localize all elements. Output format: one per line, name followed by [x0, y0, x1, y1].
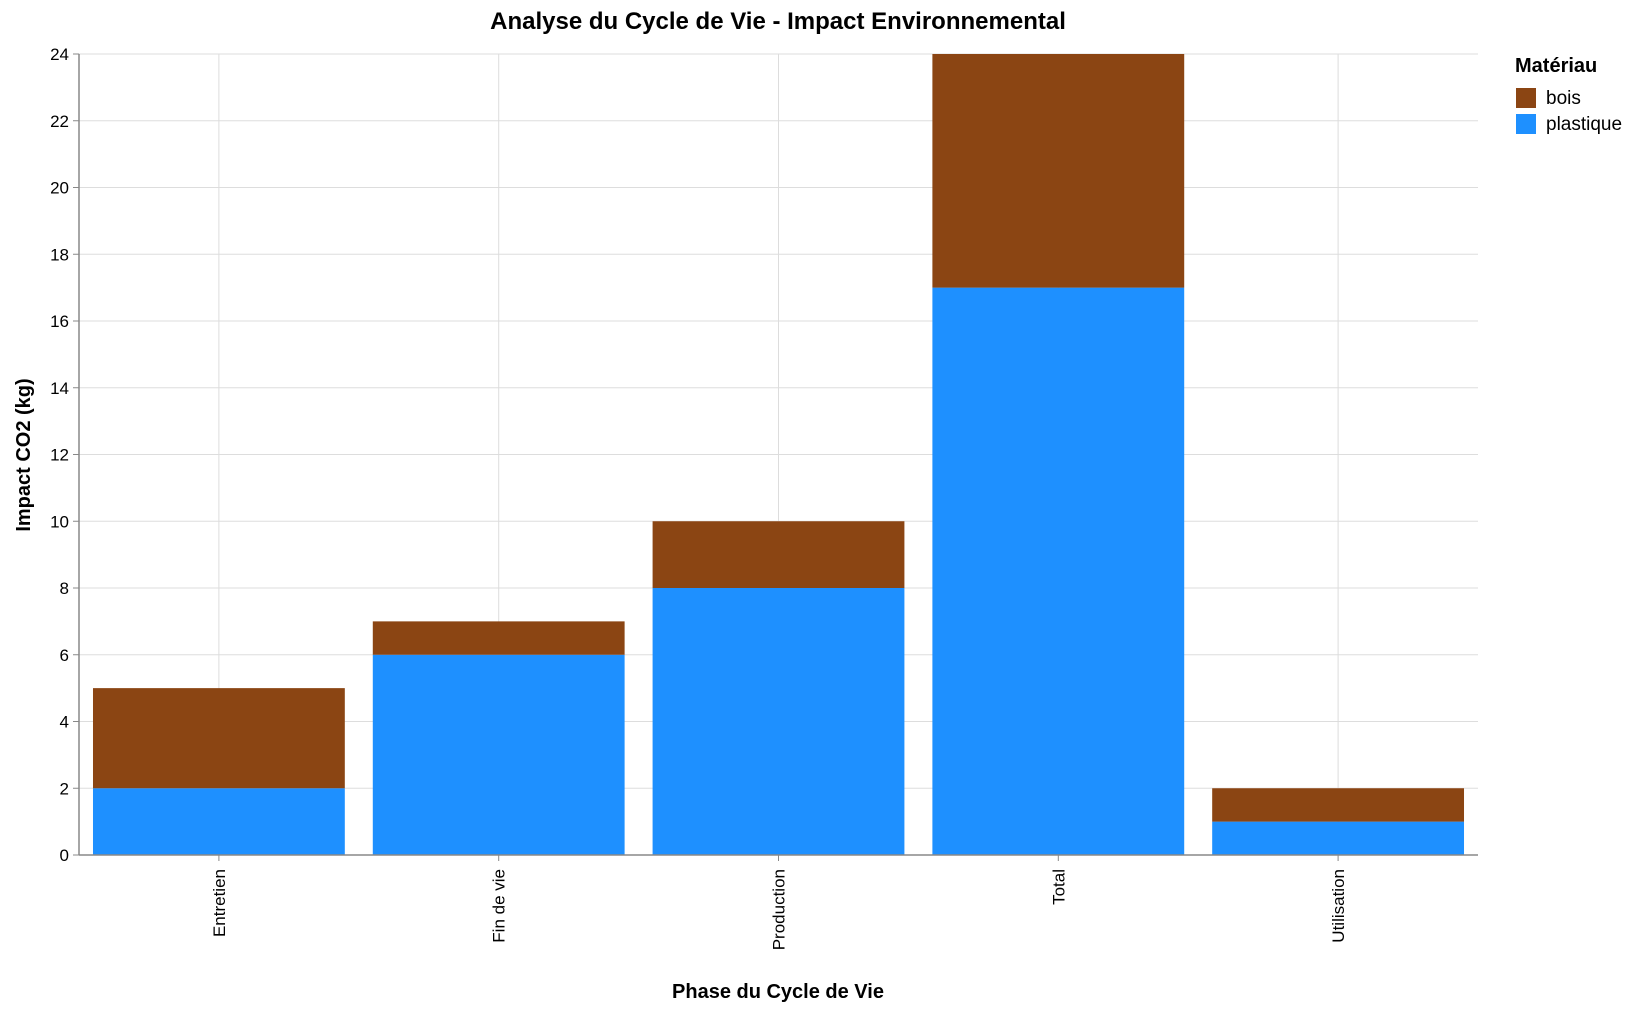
y-tick-label: 0: [60, 846, 69, 865]
legend-label-plastique: plastique: [1546, 114, 1622, 135]
chart-title: Analyse du Cycle de Vie - Impact Environ…: [490, 8, 1066, 35]
x-tick-label: Fin de vie: [490, 869, 509, 943]
legend: Matériau bois plastique: [1515, 55, 1622, 135]
x-axis-title: Phase du Cycle de Vie: [672, 981, 884, 1003]
y-tick-label: 4: [60, 713, 69, 732]
y-tick-label: 22: [50, 112, 69, 131]
bar-bois-utilisation: [1212, 788, 1465, 822]
bar-bois-entretien: [92, 688, 345, 789]
y-tick-label: 14: [50, 379, 69, 398]
legend-title: Matériau: [1515, 55, 1597, 77]
y-tick-label: 2: [60, 779, 69, 798]
y-tick-label: 10: [50, 512, 69, 531]
bar-plastique-production: [652, 588, 905, 855]
bar-plastique-utilisation: [1212, 821, 1465, 855]
bar-plastique-fin-de-vie: [372, 654, 625, 855]
x-tick-label: Total: [1049, 869, 1068, 905]
y-tick-label: 24: [50, 45, 69, 64]
x-tick-label: Utilisation: [1329, 869, 1348, 943]
y-tick-label: 18: [50, 245, 69, 264]
bar-plastique-entretien: [92, 788, 345, 855]
legend-swatch-plastique: [1516, 114, 1536, 134]
y-tick-label: 16: [50, 312, 69, 331]
x-tick-label: Entretien: [210, 869, 229, 937]
y-axis-title: Impact CO2 (kg): [13, 378, 35, 531]
bar-bois-production: [652, 521, 905, 588]
legend-label-bois: bois: [1546, 88, 1581, 109]
bar-bois-fin-de-vie: [372, 621, 625, 655]
legend-swatch-bois: [1516, 88, 1536, 108]
y-tick-label: 12: [50, 446, 69, 465]
x-tick-label: Production: [770, 869, 789, 950]
y-tick-label: 6: [60, 646, 69, 665]
bar-bois-total: [932, 54, 1185, 288]
bars: [92, 54, 1465, 855]
y-tick-label: 20: [50, 179, 69, 198]
y-tick-label: 8: [60, 579, 69, 598]
bar-plastique-total: [932, 287, 1185, 855]
